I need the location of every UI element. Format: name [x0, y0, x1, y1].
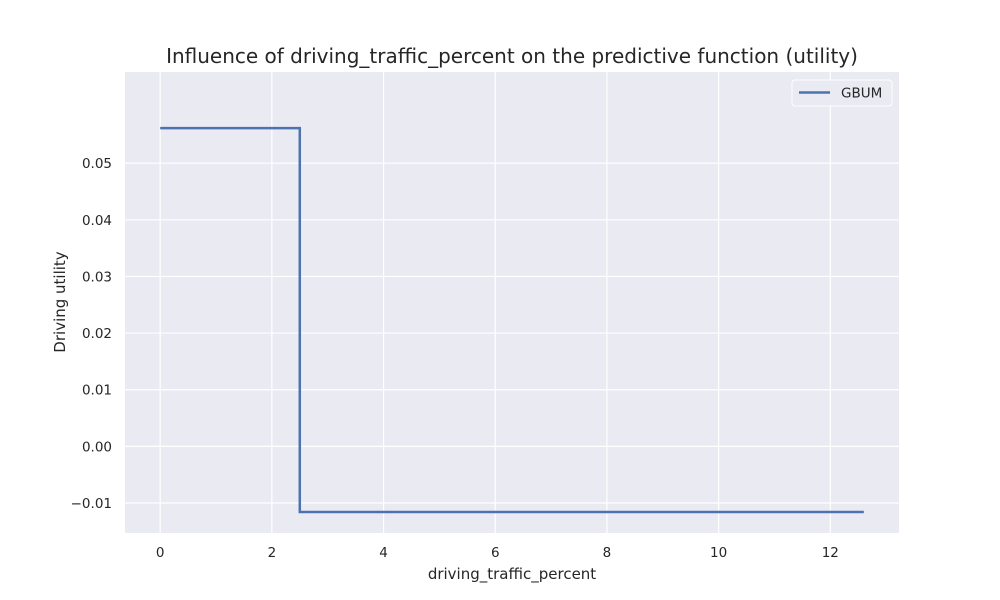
y-tick-label: 0.05: [82, 156, 112, 172]
y-tick-label: 0.00: [82, 439, 112, 455]
legend: GBUM: [791, 79, 893, 107]
plot-area: [125, 72, 899, 533]
tick-labels: 0 2 4 6 8 10 12 −0.01 0.00 0.01 0.02 0.03 0.04 0.05: [71, 156, 839, 561]
series-line-gbum: [160, 126, 864, 514]
legend-box: [791, 79, 893, 107]
x-tick-label: 8: [603, 545, 612, 561]
y-tick-label: 0.04: [82, 213, 112, 229]
y-tick-label: 0.01: [82, 383, 112, 399]
x-axis-label: driving_traffic_percent: [428, 565, 596, 584]
y-tick-label: 0.02: [82, 326, 112, 342]
x-tick-label: 2: [268, 545, 277, 561]
x-tick-label: 6: [491, 545, 500, 561]
legend-label-gbum: GBUM: [841, 86, 882, 102]
x-tick-label: 12: [822, 545, 839, 561]
grid: [125, 72, 899, 533]
y-tick-label: −0.01: [71, 496, 112, 512]
series-layer: [160, 126, 864, 514]
x-tick-label: 4: [379, 545, 388, 561]
y-tick-label: 0.03: [82, 269, 112, 285]
chart-title: Influence of driving_traffic_percent on …: [166, 44, 858, 68]
x-tick-label: 0: [156, 545, 165, 561]
x-tick-label: 10: [710, 545, 727, 561]
y-axis-label: Driving utility: [51, 251, 69, 352]
